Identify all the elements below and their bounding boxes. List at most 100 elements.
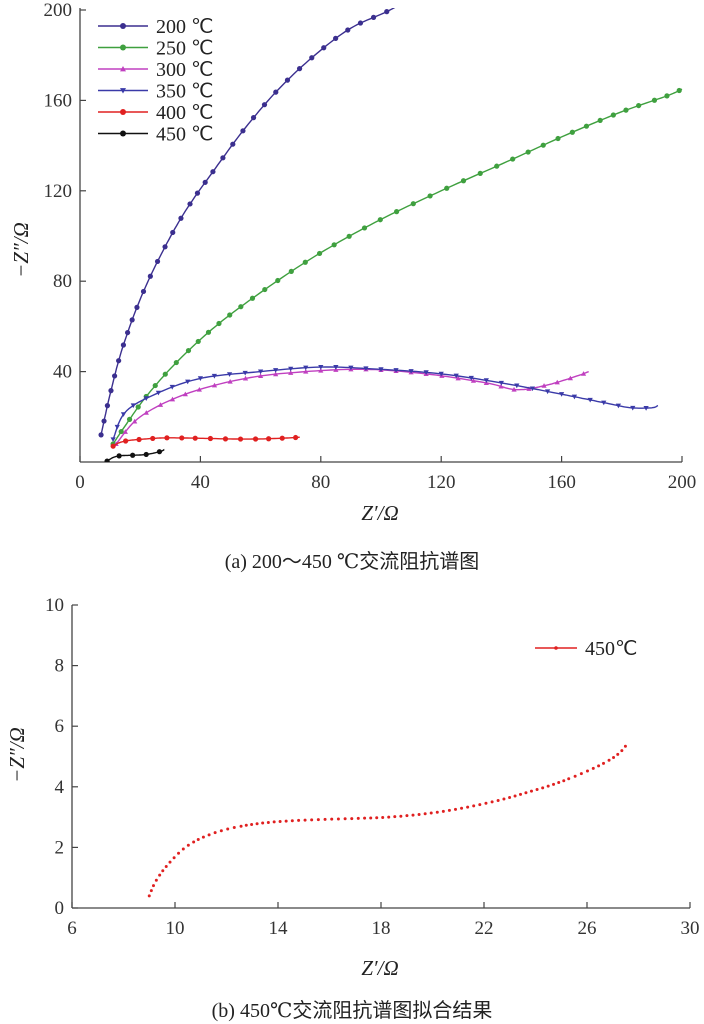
chart-a-data-point — [333, 35, 339, 41]
chart-b-data-point — [616, 752, 620, 756]
chart-b-data-point — [226, 827, 230, 831]
chart-a-data-point — [210, 169, 216, 175]
chart-b-data-point — [244, 823, 248, 827]
chart-a-data-point — [197, 376, 203, 381]
chart-a-data-point — [250, 115, 257, 121]
chart-a-data-point — [211, 382, 218, 388]
chart-b-data-point — [181, 847, 185, 851]
chart-a-data-point — [187, 201, 193, 207]
chart-b-data-point — [417, 812, 421, 816]
chart-a-data-point — [116, 453, 122, 459]
chart-a-data-point — [303, 369, 309, 374]
chart-a-data-point — [162, 244, 168, 250]
chart-a-data-point — [132, 418, 138, 424]
chart-a-data-point — [477, 170, 483, 176]
chart-a-data-point — [273, 368, 279, 373]
chart-b-data-point — [585, 769, 589, 773]
chart-b-data-point — [524, 791, 528, 795]
chart-b-y-tick-label: 10 — [45, 595, 64, 616]
chart-b-x-tick-label: 18 — [372, 918, 391, 939]
chart-a-legend-marker — [120, 130, 126, 137]
chart-b-data-point — [518, 792, 522, 796]
chart-a-data-point — [444, 185, 450, 191]
chart-b-legend-item: 450℃ — [535, 638, 637, 660]
chart-b-data-point — [172, 856, 176, 860]
chart-a-legend-marker — [120, 66, 126, 72]
chart-a-data-point — [216, 320, 222, 327]
chart-a-data-point — [182, 391, 188, 397]
chart-b-data-point — [496, 798, 500, 802]
chart-a-data-point — [110, 437, 116, 442]
chart-a-data-point — [237, 436, 244, 442]
chart-a-data-point — [249, 295, 256, 301]
chart-b-data-point — [250, 822, 254, 826]
chart-b-data-point — [161, 869, 165, 873]
chart-a-data-point — [525, 149, 531, 155]
chart-a-data-point — [192, 435, 198, 441]
chart-b-data-point — [535, 788, 539, 792]
chart-b-data-point — [168, 860, 172, 864]
chart-a-data-point — [134, 304, 140, 310]
chart-a-data-point — [154, 258, 161, 265]
chart-a-data-point — [258, 373, 264, 379]
chart-a-data-point — [155, 390, 162, 396]
chart-a-data-point — [230, 141, 236, 147]
chart-a-legend-marker — [120, 44, 126, 51]
chart-b-y-tick-label: 8 — [55, 656, 65, 677]
chart-b-data-point — [423, 812, 427, 816]
chart-b-data-point — [164, 864, 168, 868]
chart-b-data-point — [502, 797, 506, 801]
chart-a-data-point — [555, 135, 561, 142]
chart-a-data-point — [423, 370, 429, 375]
chart-a-data-point — [173, 359, 179, 366]
chart-a-legend-marker — [120, 109, 126, 115]
chart-b-data-point — [363, 816, 367, 820]
chart-b-data-point — [557, 781, 561, 785]
chart-b-y-tick-label: 0 — [55, 898, 65, 919]
chart-a-data-point — [150, 435, 156, 442]
chart-b-y-tick-label: 4 — [55, 777, 65, 798]
chart-b-data-point — [261, 821, 265, 825]
chart-a-data-point — [162, 371, 168, 377]
chart-a-series-4 — [110, 434, 300, 449]
chart-b-data-point — [441, 809, 445, 813]
chart-a-legend-item: 450 ℃ — [98, 124, 213, 146]
chart-b-data-point — [508, 796, 512, 800]
chart-a-data-point — [118, 428, 124, 435]
chart-a-data-point — [397, 2, 402, 7]
chart-a-data-point — [126, 416, 133, 422]
chart-a-data-point — [664, 93, 670, 99]
chart-b-data-point — [478, 803, 482, 807]
chart-a-data-point — [262, 286, 268, 293]
chart-b-data-point — [330, 817, 334, 821]
chart-a-data-point — [136, 436, 142, 443]
chart-a-data-point — [279, 435, 285, 441]
chart-a-data-point — [377, 217, 383, 223]
chart-a-legend-item: 400 ℃ — [98, 102, 213, 124]
chart-b-data-point — [579, 772, 583, 776]
chart-a-data-point — [227, 312, 233, 318]
chart-a-data-point — [651, 97, 658, 103]
chart-a-data-point — [284, 77, 291, 83]
chart-a-series-line — [112, 366, 659, 440]
chart-b-data-point — [336, 817, 340, 821]
chart-b-data-point — [255, 822, 259, 826]
chart-b-data-point — [303, 818, 307, 822]
chart-a-data-point — [384, 9, 390, 15]
chart-b-data-point — [552, 782, 556, 786]
chart-a-y-tick-label: 40 — [53, 362, 72, 383]
chart-a-data-point — [195, 338, 201, 345]
chart-a-data-point — [238, 304, 244, 310]
chart-a-data-point — [275, 277, 281, 284]
chart-a-data-point — [185, 347, 192, 354]
chart-a-data-point — [468, 375, 474, 381]
chart-b-data-point — [266, 820, 270, 824]
chart-a-x-tick-label: 200 — [668, 472, 697, 493]
chart-a-data-point — [185, 379, 191, 385]
chart-a-data-point — [393, 368, 399, 373]
chart-b-data-point — [369, 816, 373, 820]
chart-b-x-tick-label: 22 — [475, 918, 494, 939]
chart-a-data-point — [202, 179, 208, 185]
chart-a-data-point — [296, 66, 303, 72]
chart-a-data-point — [143, 451, 149, 458]
